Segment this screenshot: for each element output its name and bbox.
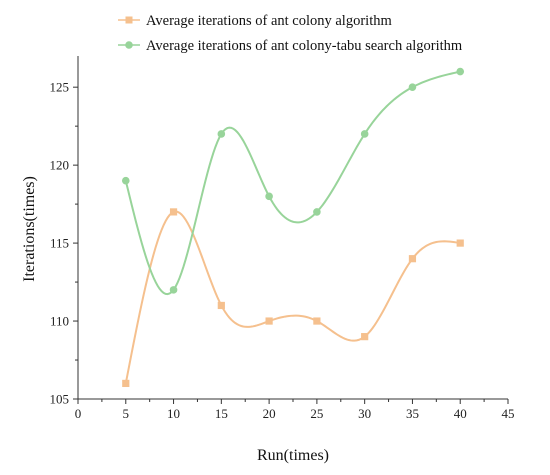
x-tick-label: 45 <box>502 406 515 421</box>
x-tick-label: 40 <box>454 406 467 421</box>
data-point-aco-tabu <box>265 192 273 201</box>
x-tick-label: 25 <box>310 406 323 421</box>
data-point-aco-tabu <box>217 130 226 138</box>
data-point-aco-tabu <box>313 208 321 216</box>
legend-marker-aco-tabu <box>125 41 133 49</box>
data-point-aco <box>313 317 321 325</box>
data-point-aco-tabu <box>456 67 465 76</box>
x-tick-label: 30 <box>358 406 371 421</box>
legend: Average iterations of ant colony algorit… <box>118 13 463 54</box>
x-tick-label: 10 <box>167 406 180 421</box>
x-tick-label: 20 <box>263 406 276 421</box>
data-point-aco <box>122 379 130 388</box>
y-tick-label: 120 <box>50 158 70 173</box>
data-point-aco-tabu <box>360 130 369 138</box>
data-point-aco <box>169 208 178 216</box>
x-tick-label: 35 <box>406 406 419 421</box>
y-axis-title: Iterations(times) <box>21 176 38 282</box>
legend-label-aco: Average iterations of ant colony algorit… <box>146 13 392 29</box>
x-tick-label: 0 <box>75 406 82 421</box>
data-point-aco-tabu <box>408 83 417 91</box>
x-tick-label: 5 <box>123 406 130 421</box>
data-point-aco <box>361 333 369 341</box>
data-point-aco <box>265 317 273 325</box>
series-line-aco <box>124 210 461 384</box>
data-point-aco <box>408 255 417 263</box>
data-point-aco <box>456 239 464 247</box>
y-tick-label: 110 <box>50 314 69 329</box>
legend-marker-aco <box>125 16 133 24</box>
series-line-aco-tabu <box>124 70 461 296</box>
data-point-aco-tabu <box>169 286 178 294</box>
y-tick-label: 125 <box>50 80 70 95</box>
data-point-aco-tabu <box>121 176 130 185</box>
y-tick-label: 105 <box>50 392 70 407</box>
plot-area: 0 5 10 15 20 25 30 35 40 45 105 110 115 120 125 <box>50 56 515 421</box>
y-tick-label: 115 <box>50 236 69 251</box>
data-point-aco <box>217 301 225 310</box>
x-axis-title: Run(times) <box>257 447 329 464</box>
legend-label-aco-tabu: Average iterations of ant colony-tabu se… <box>146 38 463 54</box>
x-tick-label: 15 <box>215 406 228 421</box>
